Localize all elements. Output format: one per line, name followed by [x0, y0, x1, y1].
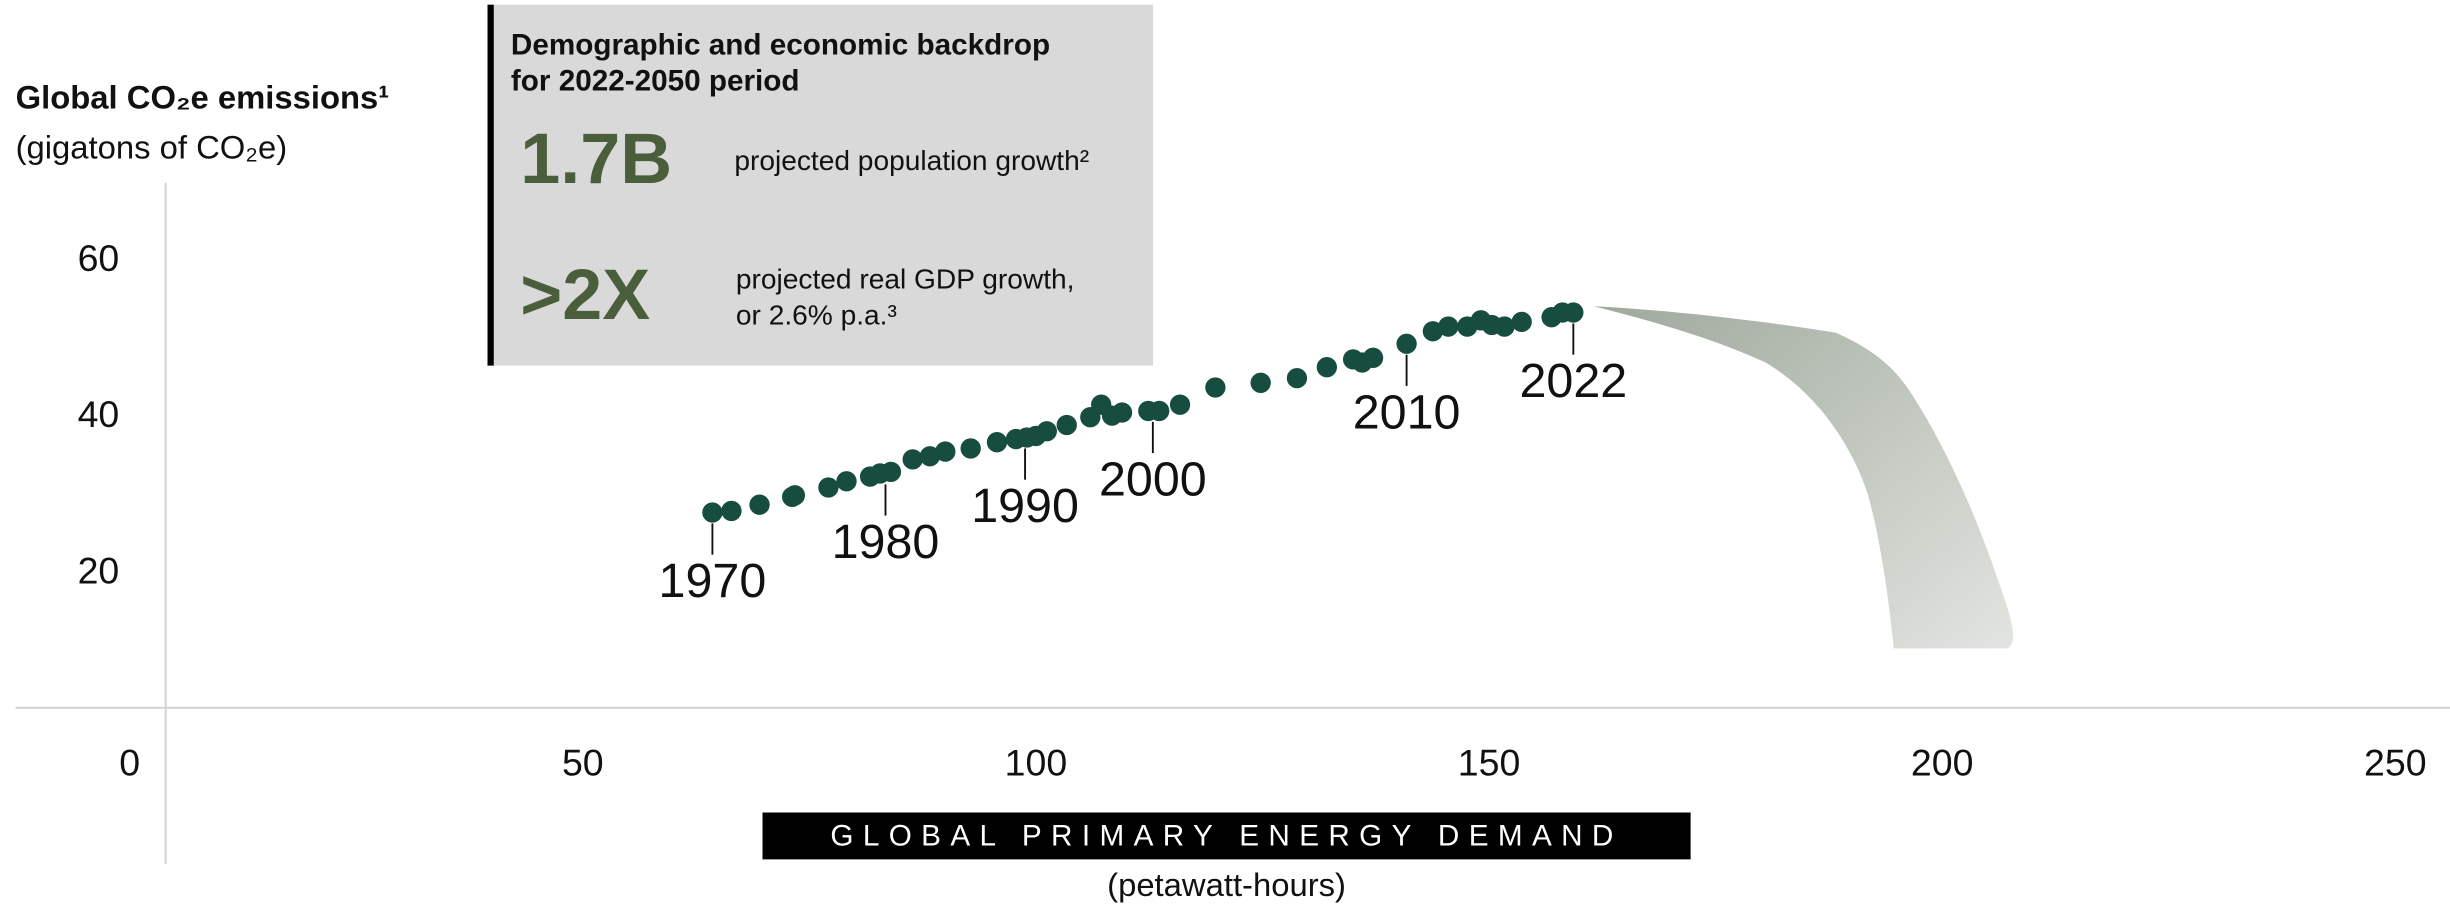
info-box: [487, 4, 1154, 366]
x-tick-label: 150: [1458, 742, 1521, 784]
point: [1111, 402, 1133, 423]
x-tick-label: 100: [1005, 742, 1068, 784]
annotation-label: 1970: [659, 554, 767, 608]
x-tick-label: 0: [119, 742, 140, 784]
x-axis-subtitle: (petawatt-hours): [1107, 866, 1346, 903]
point: [902, 449, 923, 470]
y-tick-label: 20: [78, 549, 120, 591]
point: [1511, 311, 1532, 333]
point: [880, 461, 902, 483]
annotation-label: 1990: [971, 479, 1079, 533]
point: [1316, 357, 1337, 378]
x-tick-label: 50: [562, 742, 604, 784]
point: [1205, 377, 1226, 398]
annotation-label: 2022: [1519, 354, 1627, 408]
y-tick-label: 40: [78, 393, 120, 435]
y-tick-label: 60: [78, 237, 120, 279]
point: [1056, 414, 1077, 436]
point: [1362, 347, 1384, 368]
point: [935, 441, 956, 462]
info-box-bar: [487, 4, 494, 366]
point: [1494, 316, 1515, 337]
point: [1149, 400, 1170, 422]
stat-text: or 2.6% p.a.³: [736, 300, 897, 331]
stat-value: >2X: [520, 255, 650, 335]
point: [721, 500, 742, 522]
point: [1036, 421, 1057, 442]
stat-value: 1.7B: [520, 119, 672, 199]
stat-text: projected real GDP growth,: [736, 264, 1075, 295]
info-title: Demographic and economic backdrop: [511, 29, 1050, 62]
x-tick-label: 200: [1911, 742, 1974, 784]
point: [1438, 316, 1459, 337]
point: [702, 502, 723, 523]
point: [986, 432, 1008, 453]
annotation-label: 2010: [1353, 385, 1461, 439]
point: [1396, 333, 1417, 354]
stat-text: projected population growth²: [734, 145, 1089, 176]
annotation-label: 1980: [832, 515, 940, 569]
point: [818, 477, 839, 498]
info-title: for 2022-2050 period: [511, 65, 800, 98]
point: [1286, 367, 1308, 389]
x-tick-label: 250: [2364, 742, 2427, 784]
point: [749, 494, 770, 515]
point: [836, 471, 857, 492]
point: [960, 438, 981, 459]
projection-area: [1593, 306, 2014, 649]
annotation-label: 2000: [1099, 453, 1207, 507]
point: [919, 446, 941, 467]
y-axis-title: Global CO₂e emissions¹: [16, 79, 390, 116]
point: [1169, 394, 1191, 415]
x-axis-title: GLOBAL PRIMARY ENERGY DEMAND: [830, 819, 1622, 852]
point: [1250, 372, 1271, 393]
point: [784, 485, 806, 506]
x-axis-title-bar: [762, 812, 1691, 860]
y-axis-subtitle: (gigatons of CO₂e): [16, 129, 288, 166]
point: [1563, 302, 1584, 323]
point: [1422, 321, 1444, 342]
